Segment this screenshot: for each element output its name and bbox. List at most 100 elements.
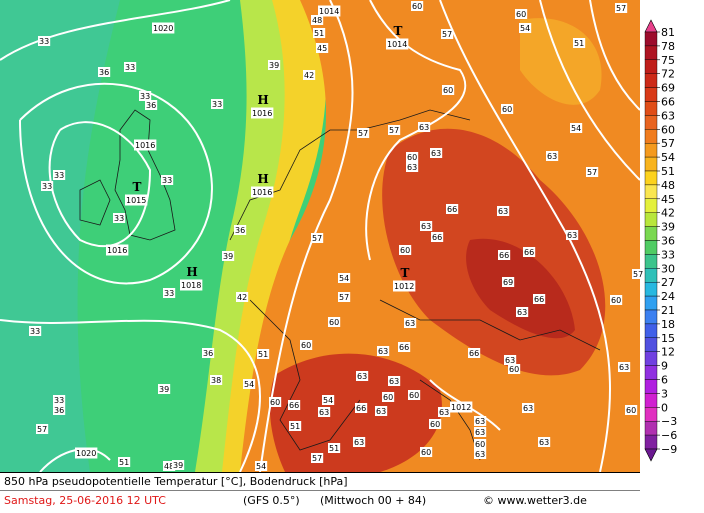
temperature-label-box — [420, 221, 433, 231]
pressure-value-box — [251, 107, 274, 119]
colorbar-band — [644, 407, 658, 422]
temperature-label-group: 66 — [468, 348, 481, 358]
colorbar-label: 66 — [661, 96, 675, 109]
temperature-label-group: 39 — [158, 384, 171, 394]
pressure-value-group: 1012 — [393, 280, 416, 292]
temperature-label: 60 — [626, 406, 636, 415]
temperature-label-box — [98, 67, 111, 77]
isobar-label: 1014 — [319, 7, 339, 16]
temperature-label-box — [257, 349, 270, 359]
pressure-letter: T — [401, 266, 410, 280]
footer-date: Samstag, 25-06-2016 12 UTC — [4, 494, 166, 507]
temperature-label: 57 — [389, 126, 399, 135]
temperature-label-group: 57 — [357, 128, 370, 138]
temperature-label: 66 — [524, 248, 534, 257]
colorbar-label: 48 — [661, 179, 675, 192]
temperature-label-group: 60 — [515, 9, 528, 19]
temperature-label-group: 60 — [508, 364, 521, 374]
temperature-label-box — [300, 340, 313, 350]
colorbar-band — [644, 31, 658, 47]
colorbar-bottom-arrow — [644, 448, 658, 462]
colorbar-label: 72 — [661, 68, 675, 81]
temperature-label-box — [311, 15, 324, 25]
isobar-label-box — [450, 401, 473, 413]
colorbar-label: 12 — [661, 346, 675, 359]
pressure-value-group: 1016 — [251, 107, 274, 119]
pressure-value: 1014 — [387, 40, 407, 49]
temperature-label-box — [172, 460, 185, 470]
temperature-label-group: 66 — [398, 342, 411, 352]
colorbar-label: 39 — [661, 221, 675, 234]
colorbar-band — [644, 268, 658, 283]
temperature-label-group: 51 — [118, 457, 131, 467]
temperature-label-box — [288, 400, 301, 410]
temperature-label-box — [53, 395, 66, 405]
isobar-label-group: 1020 — [75, 447, 98, 459]
temperature-label-box — [406, 152, 419, 162]
temperature-label-box — [523, 247, 536, 257]
temperature-label: 51 — [314, 29, 324, 38]
field-ocean — [0, 0, 120, 472]
temperature-label-group: 63 — [430, 148, 443, 158]
temperature-label-box — [429, 419, 442, 429]
temperature-label-box — [546, 151, 559, 161]
pressure-value-box — [180, 279, 203, 291]
temperature-label: 36 — [203, 349, 213, 358]
temperature-label-box — [474, 449, 487, 459]
footer-model: (GFS 0.5°) — [243, 494, 300, 507]
temperature-label: 54 — [244, 380, 254, 389]
isobar-label-box — [318, 5, 341, 17]
temperature-label-group: 33 — [139, 91, 152, 101]
temperature-label: 57 — [339, 293, 349, 302]
temperature-label-group: 60 — [420, 447, 433, 457]
temperature-label: 60 — [412, 2, 422, 11]
temperature-label-box — [210, 375, 223, 385]
colorbar-label: 24 — [661, 290, 675, 303]
temperature-label-box — [268, 60, 281, 70]
temperature-label-group: 33 — [38, 36, 51, 46]
temperature-label: 60 — [383, 393, 393, 402]
temperature-label: 39 — [223, 252, 233, 261]
temperature-label: 63 — [498, 207, 508, 216]
temperature-label-box — [632, 269, 645, 279]
temperature-label-group: 36 — [202, 348, 215, 358]
temperature-label-box — [303, 70, 316, 80]
colorbar-label: 36 — [661, 235, 675, 248]
temperature-label: 63 — [475, 428, 485, 437]
pressure-value-box — [125, 194, 148, 206]
temperature-label: 60 — [611, 296, 621, 305]
temperature-label: 63 — [354, 438, 364, 447]
temperature-label: 60 — [475, 440, 485, 449]
temperature-label: 33 — [125, 63, 135, 72]
temperature-label: 57 — [358, 129, 368, 138]
temperature-label-box — [211, 99, 224, 109]
temperature-label-group: 51 — [313, 28, 326, 38]
temperature-label: 57 — [633, 270, 643, 279]
temperature-label-group: 63 — [353, 437, 366, 447]
temperature-label-box — [313, 28, 326, 38]
temperature-label-group: 63 — [356, 371, 369, 381]
colorbar-label: 30 — [661, 262, 675, 275]
pressure-letter: H — [186, 265, 197, 279]
temperature-label: 63 — [539, 438, 549, 447]
temperature-label: 66 — [356, 404, 366, 413]
pressure-letter: H — [257, 172, 268, 186]
temperature-label-group: 60 — [406, 152, 419, 162]
temperature-label-box — [377, 346, 390, 356]
temperature-label-box — [145, 100, 158, 110]
temperature-label-group: 63 — [504, 355, 517, 365]
temperature-label-box — [163, 288, 176, 298]
temperature-label-group: 57 — [311, 453, 324, 463]
colorbar-band — [644, 45, 658, 61]
temperature-label-box — [625, 405, 638, 415]
isobar-label-group: 1020 — [152, 22, 175, 34]
colorbar-band — [644, 421, 658, 436]
temperature-label-group: 36 — [98, 67, 111, 77]
colorbar-band — [644, 101, 658, 116]
temperature-label: 39 — [159, 385, 169, 394]
pressure-value-box — [251, 186, 274, 198]
temperature-label-group: 54 — [255, 461, 268, 471]
temperature-label-box — [353, 437, 366, 447]
temperature-label-group: 54 — [322, 395, 335, 405]
